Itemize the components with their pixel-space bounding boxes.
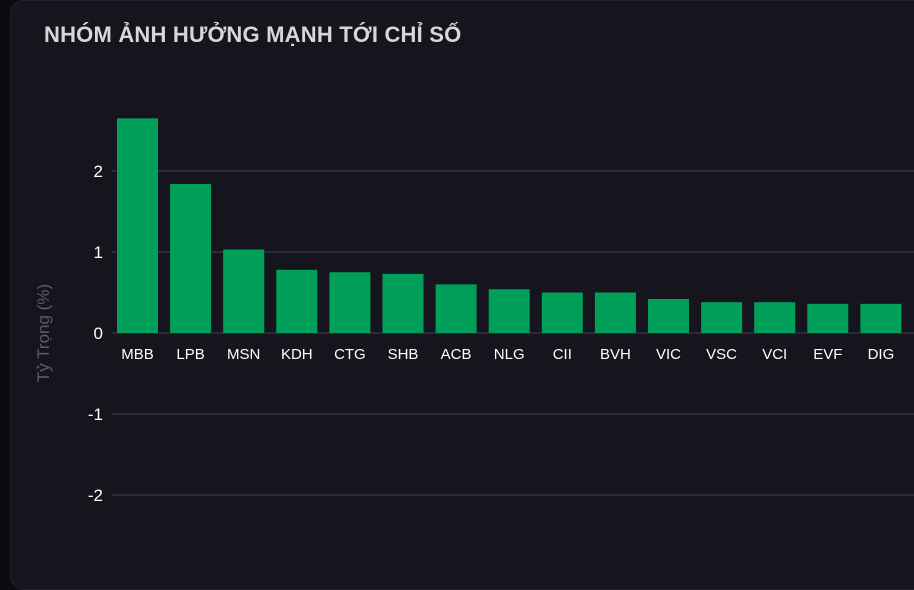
y-tick-label: -1: [88, 405, 103, 424]
bar-bvh[interactable]: [594, 292, 636, 334]
bar-vic[interactable]: [648, 298, 689, 333]
y-tick-label: 2: [94, 162, 103, 181]
x-tick-label: VIC: [656, 346, 681, 363]
x-tick-label: ACB: [441, 346, 472, 363]
x-tick-label: KDH: [281, 346, 313, 363]
x-tick-label: BVH: [600, 346, 631, 363]
y-axis-label: Tỷ Trọng (%): [34, 284, 53, 382]
bar-chart: 2 1 0 -1 -2 Tỷ Trọng (%) MBB LPB MSN KDH CTG SHB A…: [34, 118, 914, 505]
bar-kdh[interactable]: [276, 269, 318, 333]
bar-vci[interactable]: [754, 302, 796, 333]
bar-mbb[interactable]: [117, 118, 158, 333]
x-tick-label: LPB: [176, 346, 204, 363]
bar-vsc[interactable]: [701, 302, 743, 333]
x-axis-labels: MBB LPB MSN KDH CTG SHB ACB NLG CII BVH VIC VSC VCI E…: [121, 346, 894, 363]
bar-acb[interactable]: [435, 284, 477, 333]
x-tick-label: SHB: [388, 346, 419, 363]
x-tick-label: CTG: [334, 346, 366, 363]
y-tick-label: -2: [88, 486, 103, 505]
bar-dig[interactable]: [860, 303, 902, 333]
x-tick-label: NLG: [494, 346, 525, 363]
bar-nlg[interactable]: [488, 289, 530, 333]
y-tick-label: 0: [94, 324, 103, 343]
bar-evf[interactable]: [807, 303, 849, 333]
y-tick-label: 1: [94, 243, 103, 262]
bar-ctg[interactable]: [329, 272, 371, 333]
x-tick-label: DIG: [868, 346, 895, 363]
bars: [117, 118, 902, 334]
y-axis-ticks: 2 1 0 -1 -2: [88, 162, 103, 505]
bar-cii[interactable]: [541, 292, 583, 334]
x-tick-label: CII: [553, 346, 572, 363]
x-tick-label: MSN: [227, 346, 260, 363]
chart-title: NHÓM ẢNH HƯỞNG MẠNH TỚI CHỈ SỐ: [44, 22, 462, 47]
x-tick-label: VSC: [706, 346, 737, 363]
x-tick-label: VCI: [762, 346, 787, 363]
bar-shb[interactable]: [382, 273, 424, 333]
bar-msn[interactable]: [223, 249, 265, 333]
x-tick-label: MBB: [121, 346, 154, 363]
bar-lpb[interactable]: [170, 183, 212, 333]
x-tick-label: EVF: [813, 346, 842, 363]
